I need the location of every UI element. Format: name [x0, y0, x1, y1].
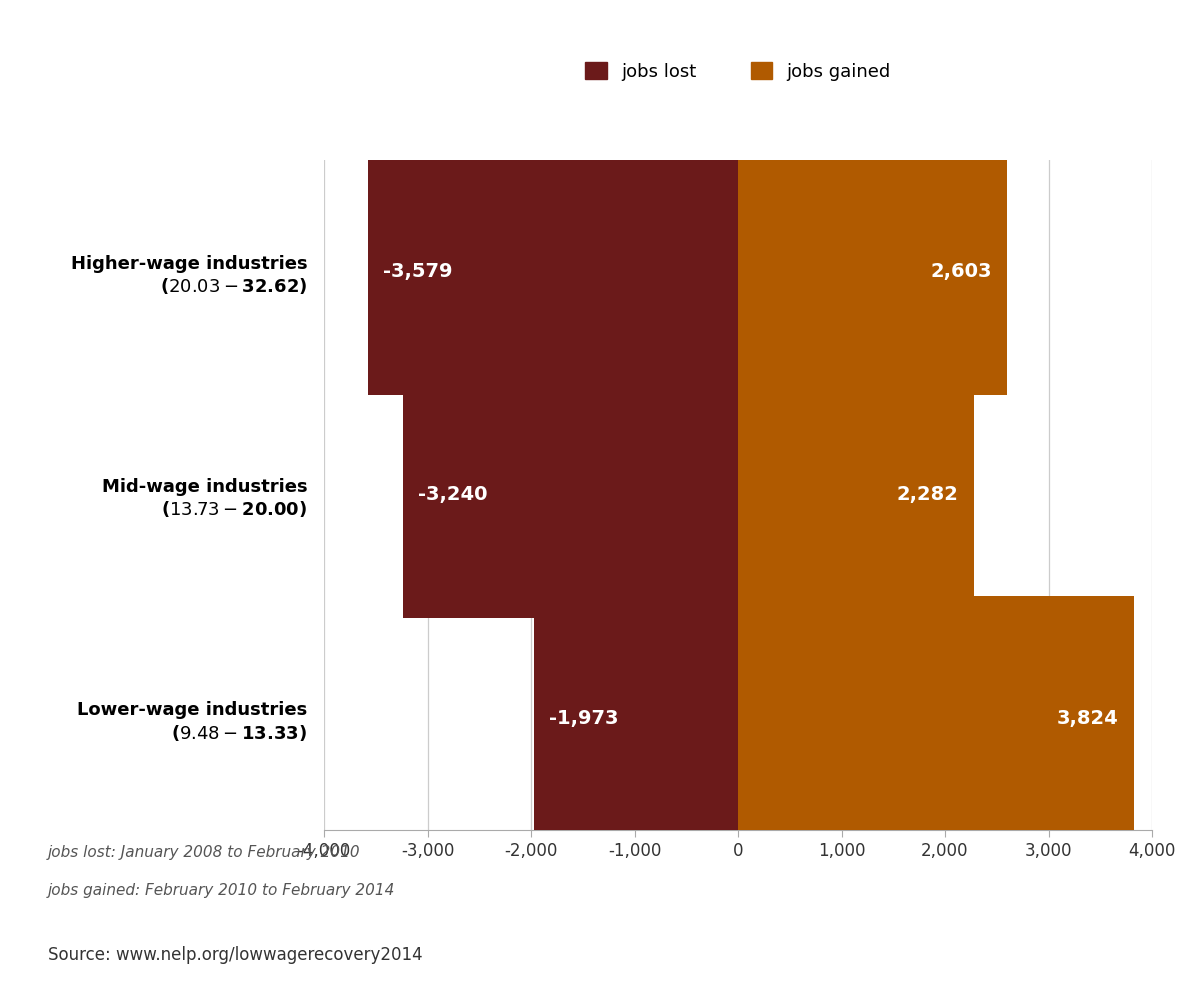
Text: -3,579: -3,579: [383, 262, 452, 281]
Text: jobs lost: January 2008 to February 2010: jobs lost: January 2008 to February 2010: [48, 845, 361, 860]
Text: 3,824: 3,824: [1056, 709, 1118, 728]
Bar: [367, 149, 738, 394]
Text: Net Change in Private Sector Employment (in thousands): Net Change in Private Sector Employment …: [222, 24, 978, 50]
Text: jobs gained: February 2010 to February 2014: jobs gained: February 2010 to February 2…: [48, 884, 395, 898]
Bar: [738, 372, 974, 618]
Bar: [738, 149, 1008, 394]
Text: 2,282: 2,282: [896, 486, 959, 504]
Text: -1,973: -1,973: [550, 709, 619, 728]
Bar: [403, 372, 738, 618]
Text: Source: www.nelp.org/lowwagerecovery2014: Source: www.nelp.org/lowwagerecovery2014: [48, 946, 422, 964]
Legend: jobs lost, jobs gained: jobs lost, jobs gained: [578, 55, 898, 88]
Bar: [738, 595, 1134, 841]
Text: -3,240: -3,240: [418, 486, 487, 504]
Bar: [534, 595, 738, 841]
Text: 2,603: 2,603: [930, 262, 992, 281]
